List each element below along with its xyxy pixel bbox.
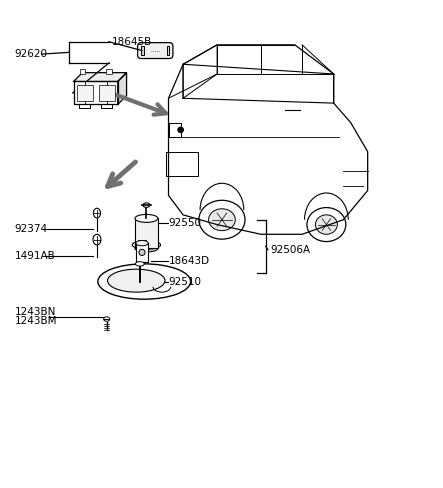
Circle shape — [178, 127, 183, 133]
Ellipse shape — [132, 241, 160, 249]
Polygon shape — [118, 73, 127, 104]
Bar — [136, 243, 148, 262]
Text: 18645B: 18645B — [112, 37, 152, 47]
Text: 92550: 92550 — [168, 218, 202, 228]
Bar — [135, 219, 158, 248]
Text: 1491AB: 1491AB — [15, 251, 55, 262]
Text: 92620: 92620 — [14, 49, 47, 59]
Ellipse shape — [135, 214, 158, 223]
Ellipse shape — [136, 241, 148, 246]
Ellipse shape — [199, 200, 245, 239]
Ellipse shape — [93, 234, 101, 245]
Bar — [77, 85, 93, 101]
Text: 92506A: 92506A — [270, 245, 310, 255]
Bar — [167, 46, 169, 55]
Ellipse shape — [143, 203, 150, 207]
Ellipse shape — [209, 209, 235, 231]
Ellipse shape — [98, 264, 190, 299]
Bar — [99, 85, 115, 101]
Text: 92510: 92510 — [168, 277, 202, 286]
Text: 1243BM: 1243BM — [15, 316, 57, 326]
FancyBboxPatch shape — [138, 42, 173, 59]
Ellipse shape — [108, 269, 165, 292]
Bar — [80, 69, 85, 74]
Ellipse shape — [135, 245, 158, 252]
Ellipse shape — [315, 215, 337, 234]
Circle shape — [139, 249, 145, 256]
Ellipse shape — [93, 208, 101, 218]
Ellipse shape — [136, 262, 144, 266]
Bar — [74, 81, 118, 104]
Ellipse shape — [307, 207, 346, 242]
Bar — [141, 46, 144, 55]
Text: 18643D: 18643D — [168, 256, 210, 266]
Text: 92374: 92374 — [15, 224, 48, 234]
Text: 1243BN: 1243BN — [15, 307, 56, 318]
Polygon shape — [74, 73, 127, 81]
Bar — [106, 69, 112, 74]
Ellipse shape — [104, 317, 110, 321]
